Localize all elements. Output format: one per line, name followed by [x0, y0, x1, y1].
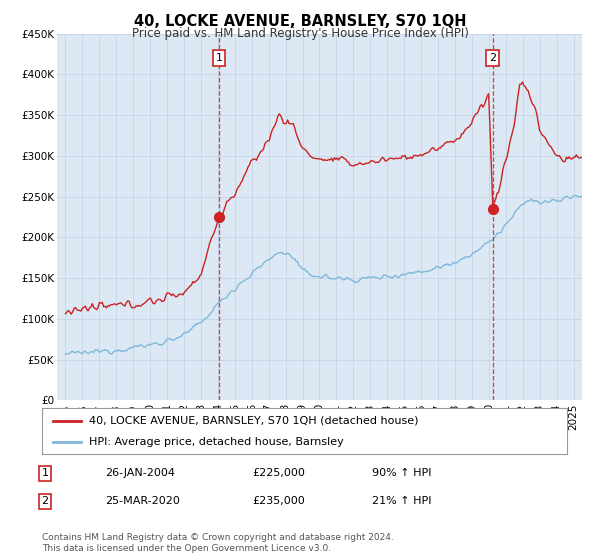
Text: 90% ↑ HPI: 90% ↑ HPI [372, 468, 431, 478]
Text: This data is licensed under the Open Government Licence v3.0.: This data is licensed under the Open Gov… [42, 544, 331, 553]
Point [214, 213, 224, 222]
Text: Price paid vs. HM Land Registry's House Price Index (HPI): Price paid vs. HM Land Registry's House … [131, 27, 469, 40]
Text: 26-JAN-2004: 26-JAN-2004 [105, 468, 175, 478]
Text: Contains HM Land Registry data © Crown copyright and database right 2024.: Contains HM Land Registry data © Crown c… [42, 533, 394, 542]
Text: 40, LOCKE AVENUE, BARNSLEY, S70 1QH: 40, LOCKE AVENUE, BARNSLEY, S70 1QH [134, 14, 466, 29]
Text: 40, LOCKE AVENUE, BARNSLEY, S70 1QH (detached house): 40, LOCKE AVENUE, BARNSLEY, S70 1QH (det… [89, 416, 419, 426]
Text: £225,000: £225,000 [252, 468, 305, 478]
Text: 1: 1 [215, 53, 223, 63]
Text: £235,000: £235,000 [252, 496, 305, 506]
Text: HPI: Average price, detached house, Barnsley: HPI: Average price, detached house, Barn… [89, 437, 344, 447]
Point [488, 204, 497, 213]
Text: 21% ↑ HPI: 21% ↑ HPI [372, 496, 431, 506]
Text: 25-MAR-2020: 25-MAR-2020 [105, 496, 180, 506]
Text: 1: 1 [41, 468, 49, 478]
Text: 2: 2 [41, 496, 49, 506]
Text: 2: 2 [489, 53, 496, 63]
